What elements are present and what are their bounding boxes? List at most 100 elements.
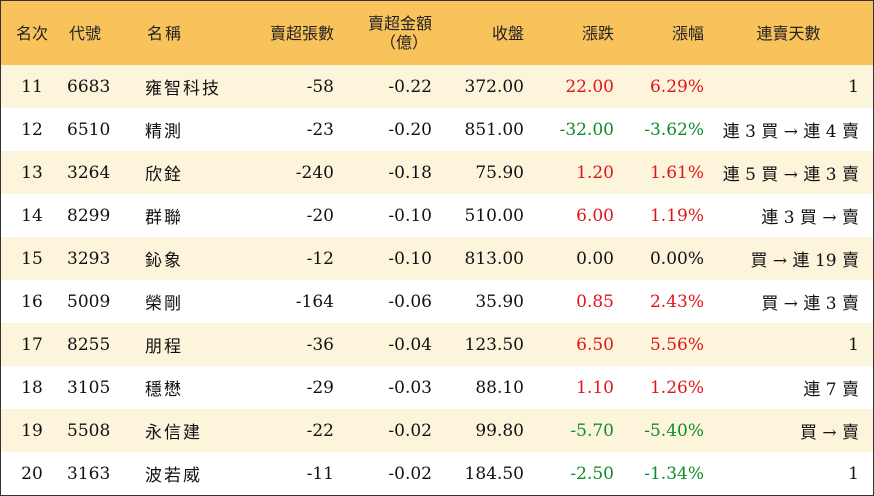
- cell-net-sell-lots: -164: [295, 291, 334, 312]
- cell-streak: 連 3 買 → 賣: [761, 208, 859, 228]
- cell-net-sell-amount: -0.04: [388, 334, 432, 355]
- cell-code: 8255: [67, 334, 111, 355]
- table-row: 16 5009 榮剛 -164 -0.06 35.90 0.85 2.43% 買 → 連 3 賣: [1, 280, 873, 323]
- header-net-sell-lots: 賣超張數: [269, 23, 334, 43]
- header-rank: 名次: [15, 23, 48, 43]
- cell-change-pct: 5.56%: [649, 334, 704, 355]
- cell-close: 75.90: [475, 162, 524, 183]
- cell-streak: 買 → 連 3 賣: [761, 294, 859, 314]
- cell-rank: 13: [21, 162, 43, 183]
- cell-change-pct: -3.62%: [644, 119, 704, 140]
- cell-code: 8299: [67, 205, 111, 226]
- cell-code: 3293: [67, 248, 111, 269]
- cell-change: 6.00: [576, 205, 614, 226]
- cell-name: 榮剛: [145, 294, 183, 314]
- cell-change-pct: 2.43%: [649, 291, 704, 312]
- cell-rank: 17: [21, 334, 43, 355]
- cell-close: 510.00: [464, 205, 524, 226]
- cell-code: 6510: [67, 119, 111, 140]
- table-row: 19 5508 永信建 -22 -0.02 99.80 -5.70 -5.40% 買 → 賣: [1, 409, 873, 452]
- cell-change-pct: 1.61%: [649, 162, 704, 183]
- cell-name: 鈊象: [145, 251, 183, 271]
- cell-net-sell-lots: -11: [306, 463, 334, 484]
- header-change-pct: 漲幅: [671, 23, 704, 43]
- cell-change-pct: -5.40%: [644, 420, 704, 441]
- cell-net-sell-lots: -22: [306, 420, 334, 441]
- cell-change: 6.50: [576, 334, 614, 355]
- header-net-sell-amount-line2: （億）: [379, 33, 428, 52]
- cell-net-sell-amount: -0.20: [388, 119, 432, 140]
- cell-streak: 1: [848, 76, 859, 97]
- table-row: 20 3163 波若威 -11 -0.02 184.50 -2.50 -1.34% 1: [1, 452, 873, 495]
- cell-code: 6683: [67, 76, 111, 97]
- header-close: 收盤: [491, 23, 524, 43]
- cell-name: 朋程: [145, 337, 183, 357]
- cell-net-sell-amount: -0.03: [388, 377, 432, 398]
- cell-close: 813.00: [464, 248, 524, 269]
- table-row: 17 8255 朋程 -36 -0.04 123.50 6.50 5.56% 1: [1, 323, 873, 366]
- cell-name: 欣銓: [145, 165, 183, 185]
- cell-net-sell-amount: -0.18: [388, 162, 432, 183]
- table-row: 15 3293 鈊象 -12 -0.10 813.00 0.00 0.00% 買 → 連 19 …: [1, 237, 873, 280]
- table-body: 11 6683 雍智科技 -58 -0.22 372.00 22.00 6.29% 1 12 651…: [1, 65, 873, 495]
- cell-rank: 11: [21, 76, 43, 97]
- cell-close: 184.50: [464, 463, 524, 484]
- cell-net-sell-lots: -240: [295, 162, 334, 183]
- cell-code: 3264: [67, 162, 111, 183]
- table-row: 11 6683 雍智科技 -58 -0.22 372.00 22.00 6.29% 1: [1, 65, 873, 108]
- header-net-sell-amount-line1: 賣超金額: [367, 14, 432, 33]
- cell-code: 5009: [67, 291, 111, 312]
- cell-close: 851.00: [464, 119, 524, 140]
- cell-close: 123.50: [464, 334, 524, 355]
- cell-change-pct: 6.29%: [649, 76, 704, 97]
- cell-close: 99.80: [475, 420, 524, 441]
- cell-change-pct: 1.26%: [649, 377, 704, 398]
- cell-rank: 15: [21, 248, 43, 269]
- cell-close: 372.00: [464, 76, 524, 97]
- cell-streak: 連 7 賣: [803, 380, 859, 400]
- cell-net-sell-amount: -0.22: [388, 76, 432, 97]
- cell-net-sell-amount: -0.02: [388, 420, 432, 441]
- cell-code: 5508: [67, 420, 111, 441]
- cell-change: 1.20: [576, 162, 614, 183]
- table-row: 12 6510 精測 -23 -0.20 851.00 -32.00 -3.62% 連 3 買 …: [1, 108, 873, 151]
- cell-change: 0.85: [576, 291, 614, 312]
- cell-change: 22.00: [565, 76, 614, 97]
- header-name: 名稱: [147, 23, 184, 43]
- cell-net-sell-lots: -29: [306, 377, 334, 398]
- cell-streak: 連 5 買 → 連 3 賣: [722, 165, 859, 185]
- cell-net-sell-amount: -0.06: [388, 291, 432, 312]
- cell-net-sell-lots: -36: [306, 334, 334, 355]
- cell-name: 精測: [145, 122, 183, 142]
- cell-streak: 連 3 買 → 連 4 賣: [722, 122, 859, 142]
- cell-rank: 14: [21, 205, 43, 226]
- header-streak: 連賣天數: [756, 23, 821, 43]
- cell-net-sell-lots: -12: [306, 248, 334, 269]
- table-header-row: 名次 代號 名稱 賣超張數 賣超金額 （億） 收盤 漲跌 漲幅 連賣天數: [1, 1, 873, 65]
- header-change: 漲跌: [581, 23, 614, 43]
- cell-change-pct: -1.34%: [644, 463, 704, 484]
- cell-change-pct: 0.00%: [649, 248, 704, 269]
- cell-rank: 19: [21, 420, 43, 441]
- header-code: 代號: [69, 23, 102, 43]
- table-row: 13 3264 欣銓 -240 -0.18 75.90 1.20 1.61% 連 5 買 → 連…: [1, 151, 873, 194]
- cell-streak: 買 → 連 19 賣: [750, 251, 860, 271]
- cell-change: 1.10: [576, 377, 614, 398]
- cell-name: 群聯: [145, 208, 183, 228]
- cell-net-sell-amount: -0.02: [388, 463, 432, 484]
- cell-code: 3105: [67, 377, 111, 398]
- cell-code: 3163: [67, 463, 111, 484]
- cell-net-sell-lots: -58: [306, 76, 334, 97]
- cell-net-sell-lots: -23: [306, 119, 334, 140]
- cell-net-sell-amount: -0.10: [388, 248, 432, 269]
- cell-name: 波若威: [145, 466, 202, 486]
- cell-streak: 1: [848, 334, 859, 355]
- cell-streak: 買 → 賣: [799, 423, 859, 443]
- cell-net-sell-lots: -20: [306, 205, 334, 226]
- cell-change: -32.00: [559, 119, 614, 140]
- cell-change: 0.00: [576, 248, 614, 269]
- table-row: 14 8299 群聯 -20 -0.10 510.00 6.00 1.19% 連 3 買 → 賣: [1, 194, 873, 237]
- cell-rank: 18: [21, 377, 43, 398]
